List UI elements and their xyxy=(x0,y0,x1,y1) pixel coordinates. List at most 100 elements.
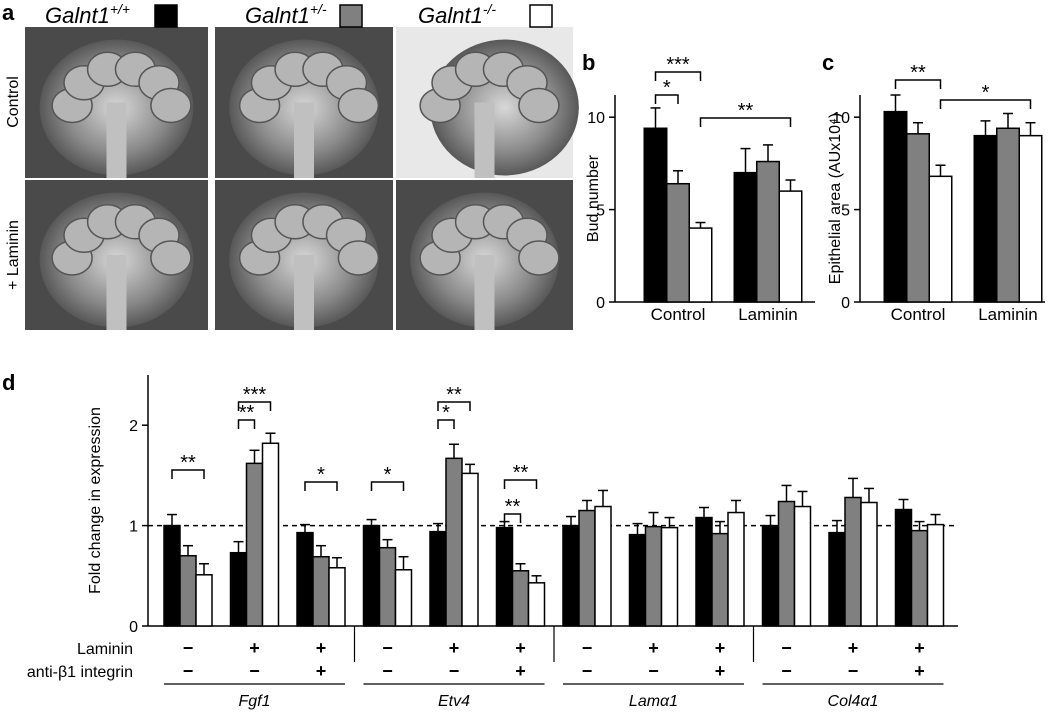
significance-label: *** xyxy=(666,54,690,76)
significance-label: ** xyxy=(738,100,754,122)
y-axis-label: Fold change in expression xyxy=(87,407,104,594)
panel-label: c xyxy=(822,50,834,75)
bar xyxy=(910,529,929,627)
significance-bracket xyxy=(503,513,522,523)
condition-sign: − xyxy=(582,638,593,658)
condition-sign: + xyxy=(914,661,925,681)
significance-label: ** xyxy=(910,62,926,84)
condition-sign: − xyxy=(582,661,593,681)
stalk xyxy=(294,102,314,178)
significance-label: ** xyxy=(180,452,196,474)
legend-superscript: +/+ xyxy=(110,1,130,17)
legend-label: Galnt1+/+ xyxy=(45,1,130,28)
bar xyxy=(844,496,862,627)
bar xyxy=(429,530,447,627)
bar xyxy=(495,526,514,627)
condition-sign: − xyxy=(648,661,659,681)
legend-name: Galnt1 xyxy=(418,3,483,28)
bar xyxy=(860,501,878,627)
bar xyxy=(296,531,314,627)
y-tick-label: 0 xyxy=(841,295,850,312)
legend-swatch xyxy=(339,4,363,28)
bar xyxy=(928,175,953,303)
significance-bracket xyxy=(654,71,702,81)
gene-label: Fgf1 xyxy=(238,693,270,710)
bar xyxy=(378,546,397,627)
condition-sign: − xyxy=(781,638,792,658)
condition-sign: − xyxy=(382,661,393,681)
bar xyxy=(594,505,612,627)
bar xyxy=(660,526,679,627)
legend-superscript: -/- xyxy=(483,1,497,17)
legend-name: Galnt1 xyxy=(245,3,310,28)
bar xyxy=(666,182,690,303)
condition-sign: + xyxy=(515,638,526,658)
gene-label: Etv4 xyxy=(438,693,470,710)
bar xyxy=(761,524,780,627)
significance-label: * xyxy=(663,77,671,99)
condition-sign: + xyxy=(316,661,327,681)
legend-swatch xyxy=(529,4,553,28)
significance-label: ** xyxy=(446,384,462,406)
bar xyxy=(328,567,346,627)
significance-label: * xyxy=(384,464,392,486)
panel-label: a xyxy=(2,0,15,25)
bar xyxy=(711,532,729,627)
bar xyxy=(394,569,413,627)
significance-bracket xyxy=(370,481,405,491)
bar xyxy=(644,525,663,627)
legend-name: Galnt1 xyxy=(45,3,110,28)
significance-bracket xyxy=(237,401,272,411)
significance-label: ** xyxy=(513,462,529,484)
x-tick-label: Control xyxy=(891,305,946,324)
bar xyxy=(756,160,780,303)
bar xyxy=(527,582,546,627)
x-tick-label: Laminin xyxy=(978,305,1038,324)
y-axis-label: Epithelial area (AUx10⁴) xyxy=(827,113,844,284)
significance-bracket xyxy=(171,469,205,479)
y-tick-label: 1 xyxy=(129,519,138,536)
x-tick-label: Control xyxy=(651,305,706,324)
bar xyxy=(828,531,846,627)
condition-sign: − xyxy=(781,661,792,681)
bar xyxy=(883,110,908,303)
bud xyxy=(518,240,560,276)
stalk xyxy=(294,255,314,330)
stalk xyxy=(106,102,127,178)
y-tick-label: 2 xyxy=(129,418,138,435)
condition-sign: − xyxy=(449,661,460,681)
condition-sign: + xyxy=(249,638,260,658)
significance-bracket xyxy=(237,419,256,429)
row-label: + Laminin xyxy=(5,220,22,290)
panel-label: d xyxy=(2,370,15,395)
bud xyxy=(337,240,380,276)
bar xyxy=(195,574,213,627)
significance-bracket xyxy=(939,99,1032,109)
bar xyxy=(445,457,463,627)
bar xyxy=(245,462,264,627)
bar xyxy=(996,127,1020,303)
row-label: anti-β1 integrin xyxy=(27,664,133,681)
bar xyxy=(973,134,998,303)
bar xyxy=(643,127,668,303)
y-tick-label: 0 xyxy=(129,619,138,636)
micrographs xyxy=(25,27,579,330)
bar xyxy=(163,524,181,627)
bar xyxy=(894,508,913,627)
condition-sign: + xyxy=(848,638,859,658)
y-axis-label: Bud number xyxy=(585,154,602,242)
condition-sign: + xyxy=(914,638,925,658)
condition-sign: + xyxy=(715,638,726,658)
condition-sign: + xyxy=(316,638,327,658)
legend-superscript: +/- xyxy=(310,1,327,17)
row-label: Laminin xyxy=(77,641,133,658)
condition-sign: − xyxy=(183,661,194,681)
stalk xyxy=(474,102,495,178)
bar xyxy=(1018,134,1043,303)
bar xyxy=(628,533,647,627)
bar xyxy=(688,227,713,303)
bud xyxy=(337,87,380,124)
significance-bracket xyxy=(699,117,792,127)
bar xyxy=(362,524,381,627)
bar xyxy=(695,516,713,627)
